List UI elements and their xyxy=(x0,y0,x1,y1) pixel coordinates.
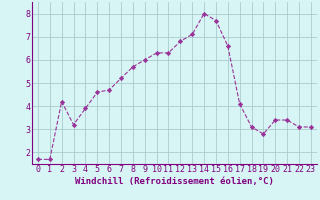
X-axis label: Windchill (Refroidissement éolien,°C): Windchill (Refroidissement éolien,°C) xyxy=(75,177,274,186)
